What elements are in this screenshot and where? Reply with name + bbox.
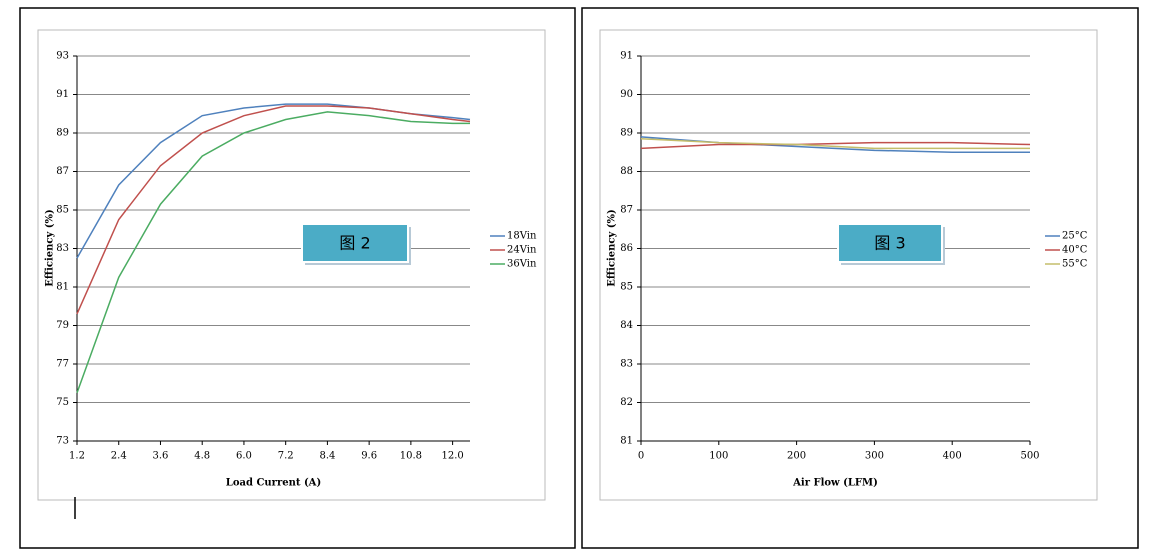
y-tick-label: 82 [620, 397, 633, 408]
legend-label: 25°C [1062, 231, 1088, 242]
y-tick-label: 90 [620, 89, 633, 100]
x-tick-label: 0 [638, 451, 644, 462]
y-tick-label: 73 [56, 436, 69, 447]
x-tick-label: 3.6 [153, 451, 169, 462]
annotation: 图 2 [339, 234, 370, 253]
x-tick-label: 8.4 [319, 451, 335, 462]
x-tick-label: 7.2 [278, 451, 294, 462]
y-tick-label: 81 [56, 282, 69, 293]
legend-label: 24Vin [507, 245, 537, 256]
y-tick-label: 86 [620, 243, 633, 254]
x-tick-label: 500 [1020, 451, 1039, 462]
y-tick-label: 93 [56, 51, 69, 62]
line [76, 103, 471, 259]
line [640, 138, 1030, 150]
x-tick-label: 9.6 [361, 451, 377, 462]
y-tick-label: 91 [620, 51, 633, 62]
x-tick-label: 400 [943, 451, 962, 462]
y-tick-label: 81 [620, 436, 633, 447]
y-tick-label: 79 [56, 320, 69, 331]
y-axis-title: Efficiency (%) [607, 209, 618, 287]
y-tick-label: 85 [620, 282, 633, 293]
chart-frame [37, 29, 546, 501]
legend-label: 36Vin [507, 259, 537, 270]
y-tick-label: 84 [620, 320, 633, 331]
x-tick-label: 4.8 [194, 451, 210, 462]
legend-label: 40°C [1062, 245, 1088, 256]
y-tick-label: 91 [56, 89, 69, 100]
x-tick-label: 6.0 [236, 451, 252, 462]
legend-label: 55°C [1062, 259, 1088, 270]
line [76, 111, 470, 394]
line [640, 136, 1030, 153]
chart-frame [599, 29, 1098, 501]
y-tick-label: 89 [56, 128, 69, 139]
annotation-box [301, 223, 409, 263]
x-axis-title: Air Flow (LFM) [792, 478, 878, 489]
y-tick-label: 77 [56, 359, 69, 370]
line [640, 141, 1031, 150]
x-tick-label: 10.8 [400, 451, 422, 462]
x-tick-label: 100 [709, 451, 728, 462]
y-tick-label: 87 [620, 205, 633, 216]
panel-border [581, 7, 1139, 549]
y-tick-label: 75 [56, 397, 69, 408]
annotation-box [837, 223, 943, 263]
annotation: 图 3 [874, 234, 905, 253]
x-tick-label: 200 [787, 451, 806, 462]
y-tick-label: 88 [620, 166, 633, 177]
line [76, 105, 471, 315]
y-tick-label: 83 [620, 359, 633, 370]
x-tick-label: 1.2 [69, 451, 85, 462]
y-tick-label: 85 [56, 205, 69, 216]
y-tick-label: 89 [620, 128, 633, 139]
y-tick-label: 87 [56, 166, 69, 177]
x-tick-label: 300 [865, 451, 884, 462]
y-axis-title: Efficiency (%) [45, 209, 56, 287]
panel-border [19, 7, 576, 549]
x-tick-label: 2.4 [111, 451, 127, 462]
legend-label: 18Vin [507, 231, 537, 242]
y-tick-label: 83 [56, 243, 69, 254]
x-axis-title: Load Current (A) [226, 478, 321, 489]
x-tick-label: 12.0 [441, 451, 463, 462]
